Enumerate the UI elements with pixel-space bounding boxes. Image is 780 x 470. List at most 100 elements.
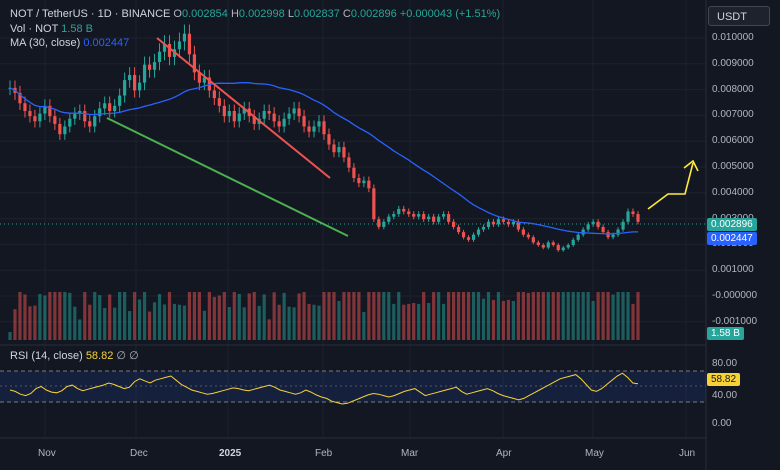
volume-bar xyxy=(38,293,42,340)
candle-body xyxy=(377,219,381,227)
candle-body xyxy=(626,211,630,222)
time-label-dec: Dec xyxy=(130,448,148,459)
volume-bar xyxy=(197,292,201,340)
candle-body xyxy=(123,80,127,96)
candle-body xyxy=(631,211,635,215)
volume-bar xyxy=(387,292,391,340)
candle-body xyxy=(152,62,157,70)
volume-bar xyxy=(123,292,127,340)
ma-price-tag: 0.002447 xyxy=(707,232,757,245)
price-axis-label: -0.000000 xyxy=(712,290,758,301)
volume-bar xyxy=(566,292,570,340)
candle-body xyxy=(616,229,620,235)
volume-bar xyxy=(317,305,321,340)
candle-body xyxy=(352,167,356,178)
candle-body xyxy=(38,113,42,122)
price-axis-label: 0.004000 xyxy=(712,186,754,198)
rsi-value: 58.82 xyxy=(85,350,114,362)
volume-bar xyxy=(437,292,441,340)
candle-body xyxy=(466,237,471,240)
visibility-icon-2[interactable]: ∅ xyxy=(129,350,139,362)
candle-body xyxy=(596,221,600,227)
candle-body xyxy=(337,147,341,153)
time-label-nov: Nov xyxy=(38,448,56,459)
candle-body xyxy=(342,147,346,158)
volume-bar xyxy=(636,292,640,340)
candle-body xyxy=(322,121,326,135)
volume-bar xyxy=(53,292,57,340)
candle-body xyxy=(242,108,246,114)
volume-bar xyxy=(63,292,67,340)
volume-bar xyxy=(18,292,22,340)
symbol-label[interactable]: NOT / TetherUS · 1D · BINANCE xyxy=(10,8,171,20)
volume-bar xyxy=(292,307,296,340)
volume-bar xyxy=(611,294,615,340)
projection-arrow[interactable] xyxy=(647,162,694,210)
volume-bar xyxy=(13,309,17,340)
volume-bar xyxy=(68,292,72,340)
volume-bar xyxy=(262,294,266,340)
candle-body xyxy=(546,242,550,248)
volume-bar xyxy=(501,300,506,340)
volume-bar xyxy=(461,292,466,340)
volume-bar xyxy=(332,292,336,340)
candle-body xyxy=(636,214,640,222)
volume-bar xyxy=(277,304,281,340)
volume-bar xyxy=(481,298,486,340)
volume-bar xyxy=(447,292,451,340)
change-value: +0.000043 (+1.51%) xyxy=(399,8,501,20)
candle-body xyxy=(317,121,321,127)
candle-body xyxy=(53,116,57,124)
last-price-tag: 0.002896 xyxy=(707,218,757,231)
ma-label: MA (30, close) xyxy=(10,37,81,49)
candle-body xyxy=(566,244,570,248)
volume-bar xyxy=(621,292,625,340)
volume-bar xyxy=(8,332,12,340)
candle-body xyxy=(68,118,72,127)
candle-body xyxy=(232,111,236,122)
candle-body xyxy=(516,221,520,230)
visibility-icon[interactable]: ∅ xyxy=(116,350,126,362)
open-label: O xyxy=(173,8,182,20)
rsi-axis-0: 0.00 xyxy=(712,418,732,429)
volume-bar xyxy=(113,307,117,340)
currency-button[interactable]: USDT xyxy=(708,6,770,26)
close-label: C xyxy=(342,8,351,20)
candle-body xyxy=(461,232,466,238)
volume-bar xyxy=(352,292,356,340)
volume-bar xyxy=(347,292,351,340)
volume-bar xyxy=(466,292,471,340)
high-label: H xyxy=(230,8,239,20)
rsi-legend[interactable]: RSI (14, close) 58.82 ∅ ∅ xyxy=(10,349,139,362)
candle-body xyxy=(397,208,401,215)
candle-body xyxy=(362,180,366,184)
candle-body xyxy=(402,208,406,212)
support-trendline[interactable] xyxy=(106,117,349,237)
volume-bar xyxy=(601,292,605,340)
volume-bar xyxy=(23,294,27,340)
candle-body xyxy=(437,216,441,222)
candle-body xyxy=(212,90,216,99)
volume-bar xyxy=(491,299,496,340)
candle-body xyxy=(347,157,351,168)
candle-body xyxy=(481,226,486,230)
volume-bar xyxy=(252,292,256,340)
volume-bar xyxy=(78,319,82,340)
volume-bar xyxy=(377,292,381,340)
candle-body xyxy=(103,103,107,109)
volume-bar xyxy=(93,292,97,340)
resistance-trendline[interactable] xyxy=(156,37,331,179)
candle-body xyxy=(456,226,461,233)
candle-body xyxy=(451,221,456,227)
volume-bar xyxy=(257,305,261,340)
ma-legend[interactable]: MA (30, close) 0.002447 xyxy=(10,37,129,49)
volume-bar xyxy=(187,292,192,340)
volume-bar xyxy=(98,295,102,340)
volume-bar xyxy=(591,300,595,340)
volume-legend[interactable]: Vol · NOT 1.58 B xyxy=(10,23,93,35)
volume-bar xyxy=(227,307,231,340)
volume-bar xyxy=(476,292,481,340)
volume-bar xyxy=(571,292,575,340)
volume-bar xyxy=(322,292,326,340)
